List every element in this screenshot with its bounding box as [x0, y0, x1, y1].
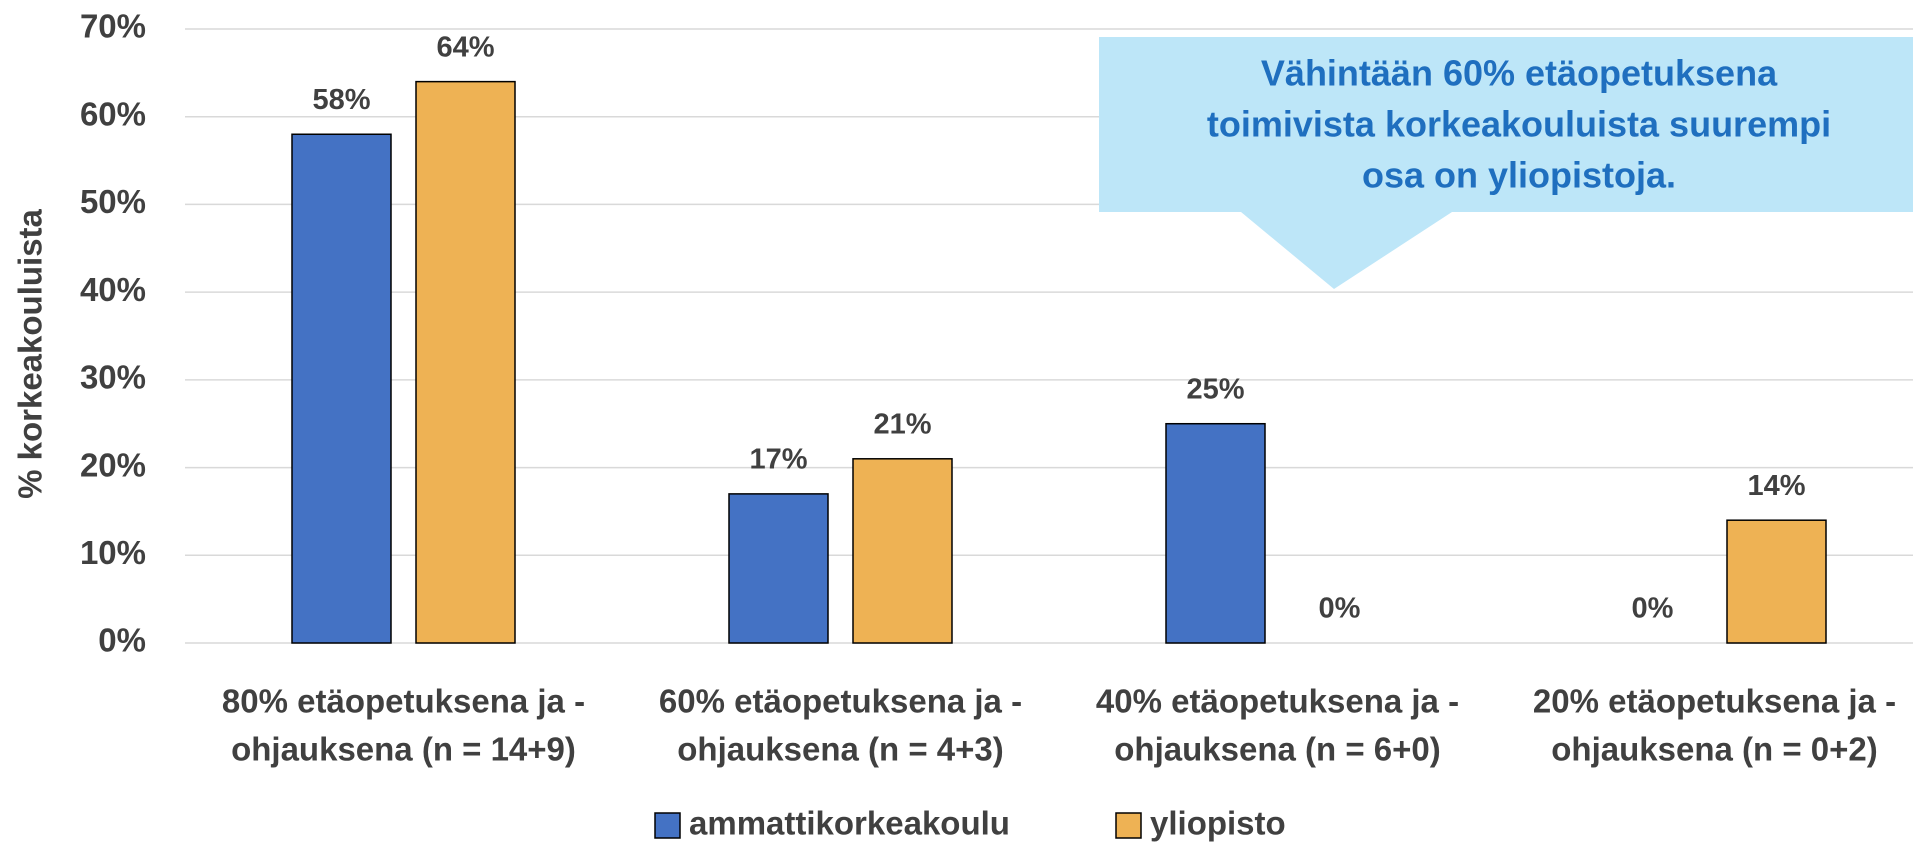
data-label: 14% [1747, 470, 1805, 502]
y-tick-label: 50% [80, 183, 146, 220]
legend-swatch [654, 812, 681, 839]
callout-box [1099, 37, 1913, 289]
y-tick-label: 40% [80, 271, 146, 308]
y-axis-label: % korkeakouluista [12, 208, 49, 498]
callout-text: Vähintään 60% etäopetuksena [1261, 53, 1778, 94]
bar [728, 493, 829, 644]
legend-label: yliopisto [1150, 805, 1286, 842]
x-tick-label: 60% etäopetuksena ja - [659, 683, 1022, 720]
data-label: 0% [1632, 593, 1674, 625]
data-label: 17% [749, 444, 807, 476]
legend-label: ammattikorkeakoulu [689, 805, 1010, 842]
x-tick-label: 40% etäopetuksena ja - [1096, 683, 1459, 720]
x-tick-label: ohjauksena (n = 6+0) [1114, 731, 1440, 768]
x-tick-label: ohjauksena (n = 4+3) [677, 731, 1003, 768]
y-tick-label: 60% [80, 95, 146, 132]
y-tick-label: 20% [80, 446, 146, 483]
bar [291, 133, 392, 644]
callout-text: toimivista korkeakouluista suurempi [1207, 104, 1831, 145]
bar [1726, 519, 1827, 644]
y-tick-label: 70% [80, 8, 146, 45]
data-label: 25% [1186, 373, 1244, 405]
data-label: 58% [312, 84, 370, 116]
x-tick-label: ohjauksena (n = 14+9) [231, 731, 576, 768]
bar [852, 458, 953, 644]
x-tick-label: 80% etäopetuksena ja - [222, 683, 585, 720]
legend-swatch [1115, 812, 1142, 839]
y-tick-label: 30% [80, 359, 146, 396]
y-tick-label: 0% [98, 622, 146, 659]
data-label: 21% [873, 408, 931, 440]
x-tick-label: ohjauksena (n = 0+2) [1551, 731, 1877, 768]
x-tick-label: 20% etäopetuksena ja - [1533, 683, 1896, 720]
data-label: 64% [436, 31, 494, 63]
data-label: 0% [1319, 593, 1361, 625]
bar [415, 80, 516, 644]
bar [1165, 422, 1266, 644]
y-tick-label: 10% [80, 534, 146, 571]
callout-text: osa on yliopistoja. [1362, 155, 1676, 196]
